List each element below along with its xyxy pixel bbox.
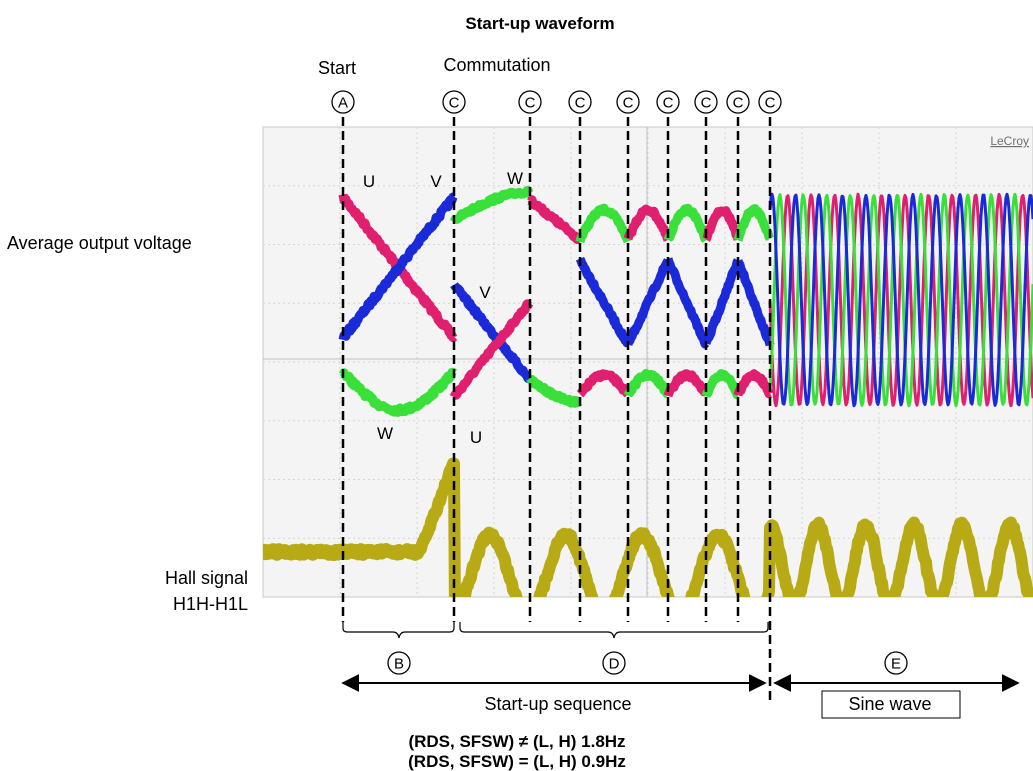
phase-trace-top <box>623 204 673 243</box>
phase-trace-top <box>575 203 633 244</box>
v-phase-trace <box>623 257 672 346</box>
marker-c: C <box>694 90 718 114</box>
phase-trace-bottom <box>623 368 672 399</box>
marker-c-letter: C <box>733 95 744 112</box>
marker-c-letter: C <box>623 95 634 112</box>
u-phase-trace <box>526 195 584 244</box>
marker-d: D <box>602 651 626 675</box>
hall-signal-name-label: H1H-H1L <box>173 594 248 614</box>
v-phase-trace <box>701 257 743 345</box>
marker-c: C <box>758 90 782 114</box>
start-label: Start <box>318 58 356 78</box>
marker-c-ring <box>758 90 782 114</box>
marker-b: B <box>387 651 411 675</box>
w-phase-trace <box>449 185 534 225</box>
phase-trace-top <box>733 204 774 242</box>
marker-c-ring <box>568 90 592 114</box>
marker-c: C <box>656 90 680 114</box>
v-phase-trace <box>663 257 710 349</box>
w-phase-sine <box>768 192 1033 408</box>
voltage-traces <box>338 185 1033 417</box>
commutation-lines <box>341 117 772 700</box>
hall-signal-trace <box>263 457 1033 597</box>
bracket-b <box>342 622 455 639</box>
v-phase-trace <box>338 192 458 341</box>
startup-sequence-label: Start-up sequence <box>484 694 631 714</box>
marker-d-letter: D <box>609 656 620 673</box>
lecroy-logo: LeCroy <box>990 134 1029 148</box>
phase-trace-bottom <box>663 369 711 398</box>
v-phase-trace <box>575 256 632 348</box>
marker-a: A <box>331 90 355 114</box>
phase-label-w: W <box>507 169 523 188</box>
marker-c: C <box>726 90 750 114</box>
phase-label-w-lower: W <box>377 424 393 443</box>
phase-label-u-lower: U <box>470 428 482 447</box>
marker-c-letter: C <box>525 95 536 112</box>
oscilloscope-screen: LeCroy <box>262 126 1033 598</box>
marker-c-letter: C <box>765 95 776 112</box>
v-phase-trace <box>733 258 775 347</box>
phase-label-v: V <box>430 172 442 191</box>
sine-wave-box <box>821 690 961 719</box>
marker-e: E <box>884 651 908 675</box>
marker-c-letter: C <box>663 95 674 112</box>
footer-line-2: (RDS, SFSW) = (L, H) 0.9Hz <box>408 752 626 771</box>
circled-markers: A C C C C C C C C B D E <box>331 90 908 675</box>
marker-c: C <box>518 90 542 114</box>
marker-c-letter: C <box>575 95 586 112</box>
phase-trace-bottom <box>576 369 632 398</box>
marker-e-letter: E <box>891 656 901 673</box>
phase-trace-bottom <box>733 369 774 399</box>
hall-signal-label: Hall signal <box>165 568 248 588</box>
w-phase-trace <box>526 375 584 408</box>
marker-c: C <box>568 90 592 114</box>
marker-c-ring <box>518 90 542 114</box>
marker-c: C <box>616 90 640 114</box>
hall-trace <box>263 457 1033 597</box>
marker-c-ring <box>616 90 640 114</box>
marker-c-ring <box>442 90 466 114</box>
phase-trace-top <box>663 203 710 244</box>
u-phase-trace <box>449 298 534 400</box>
marker-a-letter: A <box>338 95 348 112</box>
v-phase-trace <box>450 281 534 384</box>
diagram-title: Start-up waveform <box>465 14 614 33</box>
w-phase-trace <box>339 367 458 417</box>
marker-c-ring <box>694 90 718 114</box>
phase-trace-top <box>702 206 743 243</box>
bracket-d <box>459 622 769 639</box>
marker-c-letter: C <box>449 95 460 112</box>
marker-a-ring <box>331 90 355 114</box>
marker-c-ring <box>656 90 680 114</box>
commutation-label: Commutation <box>443 55 550 75</box>
footer-line-1: (RDS, SFSW) ≠ (L, H) 1.8Hz <box>408 732 625 751</box>
marker-c-ring <box>726 90 750 114</box>
average-output-voltage-label: Average output voltage <box>7 233 192 253</box>
sine-wave-label: Sine wave <box>848 694 931 714</box>
v-phase-sine <box>768 192 1033 408</box>
phase-trace-bottom <box>701 369 742 400</box>
marker-c-letter: C <box>701 95 712 112</box>
marker-c: C <box>442 90 466 114</box>
phase-label-v-lower: V <box>479 283 491 302</box>
marker-b-letter: B <box>394 656 404 673</box>
phase-label-u: U <box>363 172 375 191</box>
